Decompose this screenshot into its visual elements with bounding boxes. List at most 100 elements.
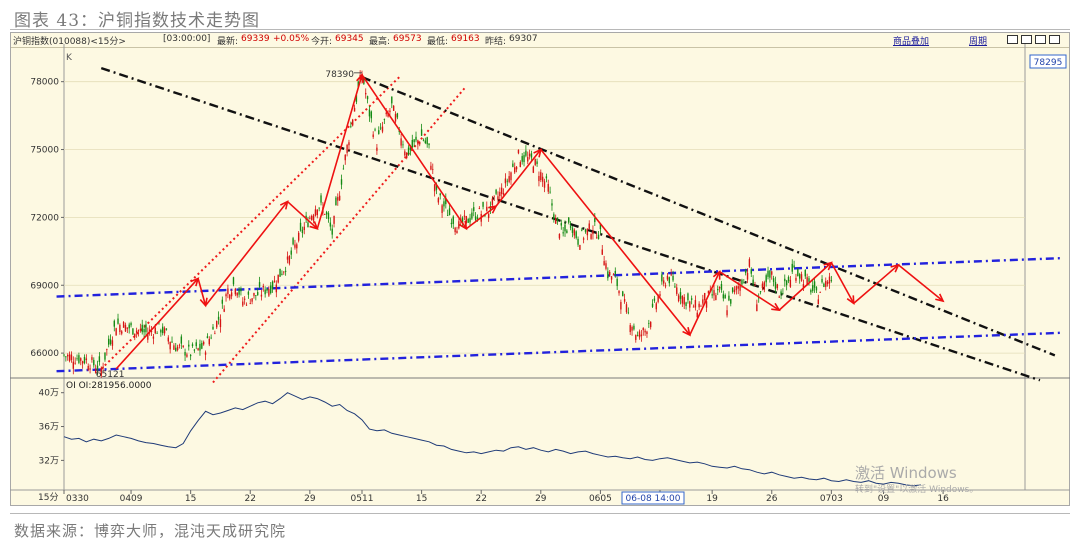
candle-body bbox=[134, 333, 136, 337]
candle-body bbox=[789, 279, 792, 287]
y-tick-label: 66000 bbox=[30, 349, 59, 359]
candle-body bbox=[126, 327, 129, 329]
candle-body bbox=[478, 208, 481, 209]
candle-body bbox=[63, 354, 65, 356]
candle-body bbox=[197, 348, 199, 351]
x-tick-label: 0703 bbox=[820, 494, 843, 504]
candle-body bbox=[653, 298, 656, 301]
candle-body bbox=[351, 119, 354, 126]
oi-y-tick-label: 36万 bbox=[39, 423, 59, 433]
candle-body bbox=[243, 298, 246, 300]
candle-body bbox=[428, 143, 430, 146]
candle-body bbox=[599, 223, 602, 230]
candle-body bbox=[383, 119, 386, 120]
candle-body bbox=[108, 338, 110, 345]
prev-close-value: 69307 bbox=[509, 34, 538, 44]
trend-segment bbox=[204, 201, 289, 307]
candle-body bbox=[670, 274, 672, 276]
x-tick-label: 16 bbox=[937, 494, 949, 504]
candle-body bbox=[368, 109, 371, 117]
candle-body bbox=[206, 336, 209, 339]
candle-body bbox=[143, 329, 145, 333]
layout-4-icon[interactable] bbox=[1049, 35, 1060, 44]
candle-body bbox=[500, 187, 503, 194]
candle-body bbox=[588, 223, 590, 229]
candle-body bbox=[329, 222, 332, 227]
candle-body bbox=[432, 168, 434, 170]
candle-body bbox=[121, 331, 123, 334]
candle-body bbox=[756, 304, 758, 312]
trend-arrow-head bbox=[935, 293, 945, 303]
candle-body bbox=[176, 346, 179, 351]
candle-body bbox=[439, 193, 441, 196]
candle-body bbox=[180, 336, 183, 344]
candle-body bbox=[566, 230, 568, 233]
layout-1-icon[interactable] bbox=[1007, 35, 1018, 44]
channel-blue-dashdot bbox=[56, 256, 1063, 298]
candle-body bbox=[225, 294, 227, 297]
candle-body bbox=[666, 275, 669, 280]
candle-body bbox=[227, 288, 229, 295]
candle-body bbox=[316, 209, 318, 216]
period-button[interactable]: 周期 bbox=[969, 37, 988, 47]
candle-body bbox=[81, 361, 84, 364]
x-tick-label: 15 bbox=[185, 494, 196, 504]
candle-body bbox=[663, 280, 665, 284]
candle-body bbox=[504, 178, 507, 184]
candle-body bbox=[649, 321, 652, 328]
candle-body bbox=[271, 281, 274, 289]
candle-body bbox=[238, 289, 240, 295]
candle-body bbox=[638, 331, 641, 338]
candle-body bbox=[573, 229, 576, 236]
candle-body bbox=[486, 206, 488, 211]
candle-body bbox=[113, 320, 115, 327]
candle-body bbox=[618, 290, 620, 294]
candle-body bbox=[726, 310, 728, 316]
crosshair-time-box bbox=[621, 491, 685, 505]
right-value-label: 78295 bbox=[1034, 58, 1063, 68]
candle-body bbox=[830, 280, 833, 281]
candle-body bbox=[122, 322, 125, 328]
candle-body bbox=[782, 293, 784, 295]
layout-2-icon[interactable] bbox=[1021, 35, 1032, 44]
candle-body bbox=[109, 339, 112, 345]
quote-toolbar: 沪铜指数(010088)<15分> [03:00:00] 最新: 69339 +… bbox=[11, 33, 1069, 48]
trend-segment bbox=[361, 74, 467, 230]
candle-body bbox=[568, 217, 570, 223]
candle-body bbox=[318, 207, 320, 209]
candle-body bbox=[68, 354, 71, 362]
trend-segment bbox=[897, 264, 944, 302]
candle-body bbox=[642, 328, 644, 331]
x-tick-label: 29 bbox=[304, 494, 316, 504]
oi-line bbox=[63, 392, 921, 487]
open-value: 69345 bbox=[335, 34, 364, 44]
candle-body bbox=[769, 270, 771, 278]
candle-body bbox=[826, 281, 829, 285]
candle-body bbox=[489, 206, 492, 211]
candle-body bbox=[594, 218, 596, 223]
candle-body bbox=[312, 215, 315, 221]
candle-body bbox=[337, 197, 339, 201]
prev-close-label: 昨结: bbox=[485, 37, 507, 47]
overlay-button[interactable]: 商品叠加 bbox=[893, 37, 930, 47]
series-k-label: K bbox=[66, 53, 73, 63]
trend-segment bbox=[465, 205, 497, 230]
candle-body bbox=[324, 214, 326, 215]
candle-body bbox=[676, 287, 678, 294]
candle-body bbox=[165, 328, 168, 330]
candle-body bbox=[145, 324, 147, 333]
candle-body bbox=[188, 344, 190, 347]
candle-body bbox=[89, 368, 91, 370]
candle-body bbox=[487, 213, 490, 219]
candle-body bbox=[651, 303, 654, 307]
candle-body bbox=[601, 249, 603, 255]
candle-body bbox=[644, 330, 646, 333]
candle-body bbox=[150, 331, 153, 332]
candle-body bbox=[175, 347, 177, 352]
layout-3-icon[interactable] bbox=[1035, 35, 1046, 44]
candle-body bbox=[163, 328, 166, 334]
candle-body bbox=[787, 277, 790, 282]
candle-body bbox=[275, 284, 278, 293]
candle-body bbox=[348, 142, 350, 146]
candle-body bbox=[266, 288, 268, 291]
